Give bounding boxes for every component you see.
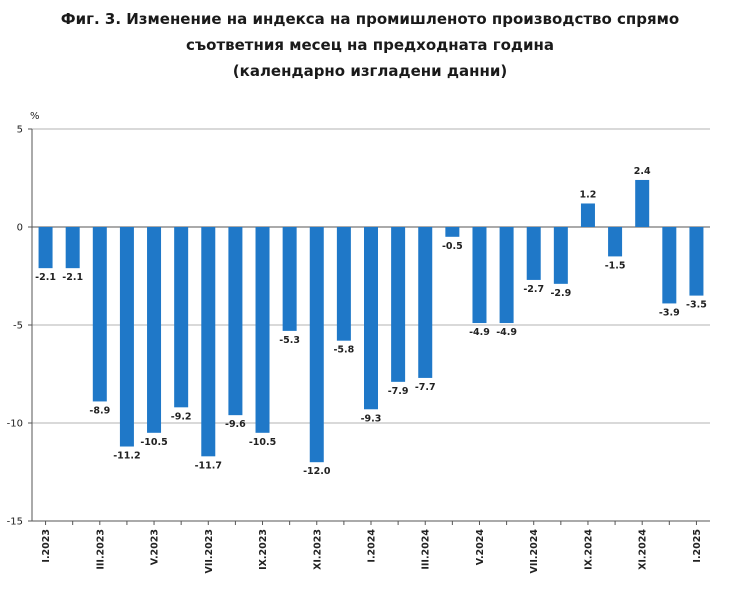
x-tick-label: XI.2024 [638, 529, 649, 570]
y-tick-label: 0 [17, 223, 23, 234]
bar [662, 227, 677, 304]
data-labels: -2.1 -2.1-8.9-11.2-10.5-9.2-11.7-9.6-10.5… [35, 166, 707, 477]
data-label: -11.2 [113, 451, 140, 462]
bar [174, 227, 189, 408]
x-tick-label: IX.2023 [258, 529, 269, 570]
data-label: -3.9 [659, 307, 680, 318]
x-axis-ticks: I.2023 III.2023 V.2023 VII.2023 IX.2023 XI.20… [41, 521, 703, 573]
bar [282, 227, 297, 331]
data-label: -2.9 [550, 288, 571, 299]
bar [201, 227, 216, 457]
bar [580, 203, 595, 227]
data-label: -2.7 [523, 284, 544, 295]
bar [119, 227, 134, 447]
data-label: -11.7 [195, 460, 222, 471]
data-label: -4.9 [496, 327, 517, 338]
data-label: -5.8 [333, 345, 354, 356]
chart-title-line-2: съответния месец на предходната година [185, 36, 555, 54]
bar [65, 227, 80, 269]
bar [147, 227, 162, 433]
x-tick-label: VII.2024 [529, 529, 540, 574]
data-label: -8.9 [89, 405, 110, 416]
x-tick-label: III.2024 [421, 529, 432, 570]
x-tick-label: V.2024 [475, 529, 486, 566]
bar [391, 227, 406, 382]
bar [472, 227, 487, 324]
data-label: 2.4 [634, 166, 651, 177]
x-tick-label: V.2023 [150, 529, 161, 565]
y-axis-ticks: 5 0 -5 -10 -15 [7, 125, 32, 528]
data-label: -2.1 [62, 272, 83, 283]
chart-title-line-3: (календарно изгладени данни) [232, 62, 508, 80]
bar [635, 179, 650, 227]
x-tick-label: I.2024 [367, 529, 378, 563]
bar [553, 227, 568, 284]
data-label: -9.6 [225, 419, 246, 430]
bar [689, 227, 704, 296]
y-tick-label: 5 [17, 125, 23, 136]
bar [526, 227, 541, 280]
data-label: -4.9 [469, 327, 490, 338]
bar [92, 227, 107, 402]
x-tick-label: I.2025 [692, 529, 703, 563]
data-label: -1.5 [605, 260, 626, 271]
data-label: -5.3 [279, 335, 300, 346]
y-tick-label: -5 [13, 321, 23, 332]
y-tick-label: -10 [7, 419, 23, 430]
y-axis-unit: % [30, 111, 40, 122]
y-tick-label: -15 [7, 517, 23, 528]
x-tick-label: XI.2023 [312, 529, 323, 570]
x-tick-label: IX.2024 [583, 529, 594, 570]
data-label: -10.5 [249, 437, 276, 448]
data-label: -0.5 [442, 241, 463, 252]
bar [38, 227, 53, 269]
bar [445, 227, 460, 237]
bar [228, 227, 243, 416]
data-label: -7.7 [415, 382, 436, 393]
data-label: -2.1 [35, 272, 56, 283]
bar [364, 227, 378, 410]
data-label: 1.2 [580, 189, 597, 200]
bar [608, 227, 623, 257]
bar [418, 227, 433, 378]
x-tick-label: VII.2023 [204, 529, 215, 573]
bar [255, 227, 270, 433]
bar [309, 227, 324, 463]
data-label: -12.0 [303, 466, 331, 477]
bars [38, 179, 704, 463]
chart-title: Фиг. 3. Изменение на индекса на промишле… [0, 6, 740, 84]
data-label: -3.5 [686, 300, 707, 311]
data-label: -7.9 [388, 386, 409, 397]
chart-title-line-1: Фиг. 3. Изменение на индекса на промишле… [60, 10, 680, 28]
x-tick-label: I.2023 [41, 529, 52, 563]
data-label: -10.5 [140, 437, 167, 448]
data-label: -9.2 [171, 411, 192, 422]
bar [499, 227, 514, 324]
x-tick-label: III.2023 [95, 529, 106, 570]
bar [336, 227, 351, 341]
data-label: -9.3 [361, 413, 382, 424]
